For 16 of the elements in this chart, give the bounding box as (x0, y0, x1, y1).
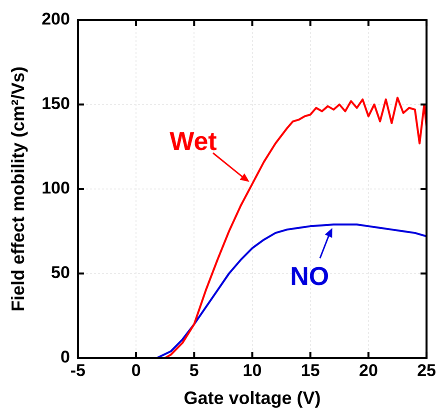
y-tick-label: 200 (42, 10, 70, 29)
x-tick-label: 15 (300, 360, 320, 380)
x-axis-title: Gate voltage (V) (184, 388, 321, 408)
x-tick-label: 25 (417, 360, 436, 380)
legend-label: NO (290, 261, 330, 292)
x-tick-label: -5 (70, 360, 86, 380)
y-tick-label: 0 (60, 348, 70, 367)
series-label: Wet (170, 126, 217, 156)
y-tick-label: 50 (51, 263, 70, 282)
y-tick-label: 150 (42, 94, 70, 114)
x-tick-label: 5 (189, 360, 199, 380)
x-tick-label: 20 (358, 360, 378, 380)
x-tick-label: 0 (131, 360, 141, 380)
y-tick-label: 100 (42, 178, 70, 198)
y-axis-title: Field effect mobility (cm²/Vs) (8, 66, 28, 312)
x-tick-label: 10 (242, 360, 262, 380)
